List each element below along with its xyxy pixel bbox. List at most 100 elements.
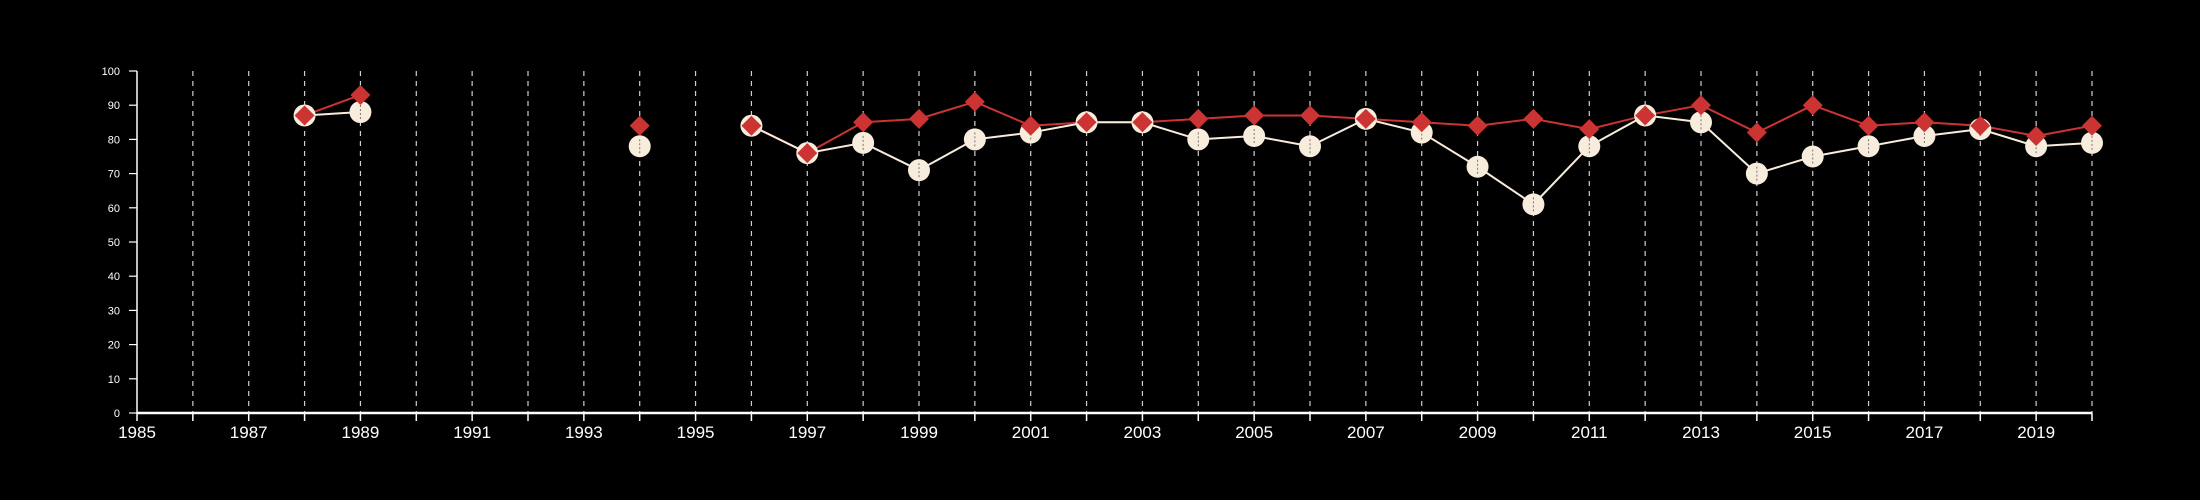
series-1-segment: [2035, 124, 2093, 137]
x-tick-label: 2001: [1012, 423, 1050, 442]
series-2-point: [628, 135, 651, 158]
series-1-point: [1579, 119, 1600, 140]
x-tick-label: 2019: [2017, 423, 2055, 442]
x-tick-label: 2017: [1906, 423, 1944, 442]
series-1-point: [1244, 105, 1265, 126]
series-1-segment: [1812, 104, 1869, 127]
x-tick-label: 2013: [1682, 423, 1720, 442]
series-1-point: [2026, 125, 2047, 146]
series-2-segment: [1532, 145, 1591, 206]
x-tick: 2007: [1347, 423, 1385, 442]
x-tick: 1997: [788, 423, 826, 442]
x-tick-label: 2005: [1235, 423, 1273, 442]
series-1-point: [1188, 108, 1209, 129]
series-1-segment: [1533, 117, 1590, 131]
y-tick-label: 10: [108, 374, 120, 386]
series-1-point: [350, 84, 371, 105]
y-tick-label: 0: [114, 408, 120, 420]
grid-lines: [192, 71, 2093, 413]
y-axis: 0 10 20 30 40 50 60 70 80 90 100: [102, 66, 138, 420]
y-tick: 90: [108, 100, 137, 112]
series-1-point: [1635, 105, 1656, 126]
y-tick: 80: [108, 134, 137, 146]
series-1-point: [1970, 115, 1991, 136]
series-2-point: [349, 101, 372, 124]
x-tick: 1995: [677, 423, 715, 442]
x-tick: 2017: [1906, 423, 1944, 442]
series-2-point: [852, 131, 875, 154]
series-2-point: [2025, 135, 2048, 158]
x-tick-label: 1987: [230, 423, 268, 442]
x-tick: 1985: [118, 423, 156, 442]
series-1-point: [1858, 115, 1879, 136]
x-tick-label: 1985: [118, 423, 156, 442]
x-tick: 2001: [1012, 423, 1050, 442]
y-tick-label: 60: [108, 203, 120, 215]
series-2-point: [1522, 193, 1545, 216]
series-2-point: [1466, 155, 1489, 178]
series-1-point: [1467, 115, 1488, 136]
x-tick: 2015: [1794, 423, 1832, 442]
series-2-point: [1410, 121, 1433, 144]
x-tick-label: 1995: [677, 423, 715, 442]
x-tick: 1987: [230, 423, 268, 442]
series-2-point: [1299, 135, 1321, 158]
x-tick: 2009: [1459, 423, 1497, 442]
series-2-segment: [1700, 121, 1758, 175]
x-tick: 1999: [900, 423, 938, 442]
series-1-point: [1355, 108, 1376, 129]
series-1-point: [1523, 108, 1544, 129]
series-2-point: [1857, 135, 1880, 158]
series-1-point: [294, 105, 315, 126]
x-tick: 2005: [1235, 423, 1273, 442]
series-2-point: [1690, 111, 1712, 134]
x-tick: 1993: [565, 423, 603, 442]
y-tick: 0: [114, 408, 137, 420]
series-1-point: [1691, 95, 1711, 116]
series-1-segment: [974, 100, 1032, 127]
series-2-point: [1801, 145, 1824, 168]
y-tick-label: 40: [108, 271, 120, 283]
series-2-point: [1243, 124, 1266, 147]
x-tick: 2003: [1124, 423, 1162, 442]
x-tick-label: 2003: [1124, 423, 1162, 442]
series-markers: [293, 84, 2103, 216]
series-1-point: [909, 108, 929, 129]
series-1-point: [964, 91, 985, 112]
series-1-segment: [918, 100, 976, 120]
series-2-segment: [1477, 165, 1534, 206]
x-tick: 1991: [453, 423, 491, 442]
x-tick-label: 1997: [788, 423, 826, 442]
series-1-point: [1914, 112, 1935, 133]
y-tick: 20: [108, 340, 137, 352]
series-1-point: [1802, 95, 1823, 116]
x-tick-label: 2007: [1347, 423, 1385, 442]
series-1-point: [1300, 105, 1320, 126]
y-tick-label: 70: [108, 169, 120, 181]
series-1-point: [1076, 112, 1097, 133]
y-tick-label: 30: [108, 305, 120, 317]
series-2-point: [1578, 135, 1601, 158]
y-tick: 100: [102, 66, 137, 78]
x-tick-label: 1989: [342, 423, 380, 442]
y-tick: 30: [108, 305, 137, 317]
y-tick: 60: [108, 203, 137, 215]
y-tick-label: 50: [108, 237, 120, 249]
series-1-segment: [1700, 104, 1758, 134]
series-2-point: [908, 159, 930, 182]
x-tick: 2011: [1571, 423, 1608, 442]
x-tick-label: 1999: [900, 423, 938, 442]
y-tick: 50: [108, 237, 137, 249]
series-1-point: [2082, 115, 2102, 136]
series-1-point: [1411, 112, 1432, 133]
series-2-point: [1745, 162, 1768, 185]
x-tick: 2019: [2017, 423, 2055, 442]
x-tick: 1989: [342, 423, 380, 442]
x-tick-label: 1993: [565, 423, 603, 442]
series-1-segment: [1756, 104, 1814, 134]
series-2-point: [963, 128, 986, 151]
series-1-point: [1132, 112, 1153, 133]
x-tick-label: 1991: [453, 423, 491, 442]
series-1-segment: [1477, 117, 1534, 127]
